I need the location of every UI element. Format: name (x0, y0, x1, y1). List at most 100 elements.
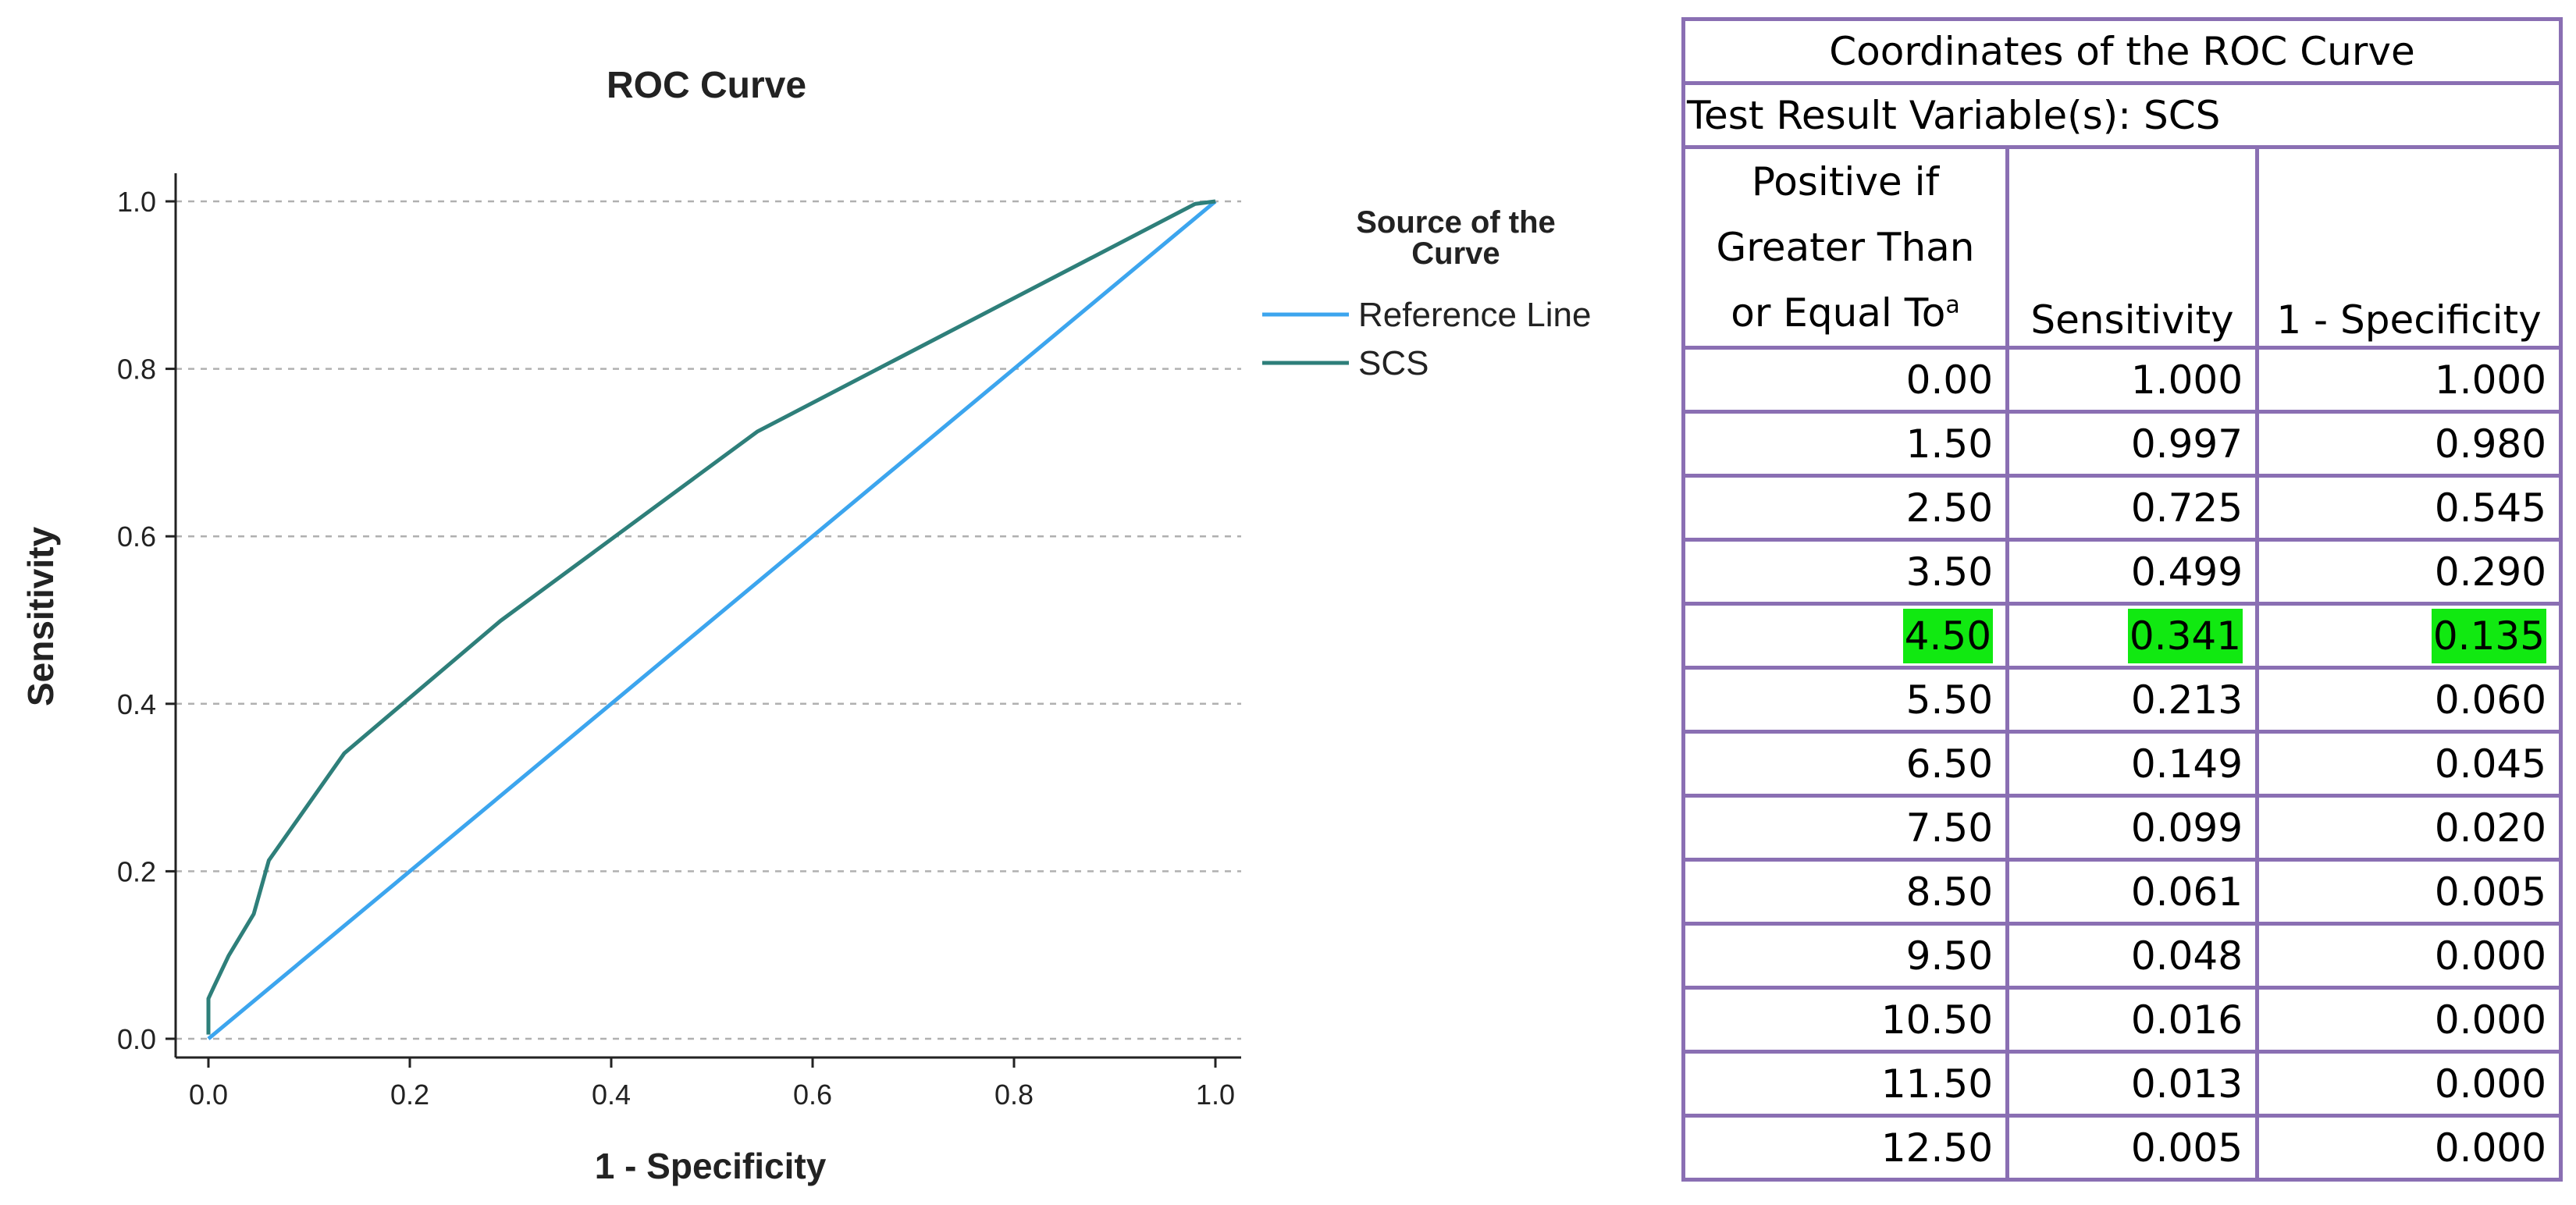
cell-one-minus-specificity: 0.060 (2255, 666, 2563, 734)
cell-sensitivity-value: 1.000 (2130, 357, 2243, 403)
table-row: 7.50 0.099 0.020 (1681, 794, 2563, 862)
cell-threshold: 1.50 (1681, 410, 2009, 478)
cell-threshold: 2.50 (1681, 474, 2009, 542)
cell-one-minus-specificity: 0.005 (2255, 858, 2563, 926)
cell-threshold-value: 0.00 (1905, 357, 1993, 403)
cell-sensitivity: 0.016 (2005, 986, 2259, 1054)
cell-sensitivity: 0.013 (2005, 1050, 2259, 1118)
cell-sensitivity: 0.005 (2005, 1114, 2259, 1182)
cell-sensitivity-value: 0.016 (2130, 997, 2243, 1043)
header-footnote-marker: a (1945, 291, 1960, 319)
cell-sensitivity: 1.000 (2005, 346, 2259, 414)
legend-label-scs: SCS (1358, 344, 1429, 382)
cell-threshold-value: 11.50 (1880, 1061, 1993, 1107)
cell-one-minus-specificity: 0.000 (2255, 1114, 2563, 1182)
y-tick-label-0: 0.0 (117, 1023, 156, 1055)
table-row: 0.00 1.000 1.000 (1681, 346, 2563, 414)
cell-one-minus-specificity-value: 0.000 (2434, 997, 2546, 1043)
cell-threshold-value: 3.50 (1905, 549, 1993, 595)
cell-threshold: 9.50 (1681, 922, 2009, 990)
cell-threshold: 3.50 (1681, 538, 2009, 606)
table-row: 1.50 0.997 0.980 (1681, 410, 2563, 478)
cell-one-minus-specificity: 1.000 (2255, 346, 2563, 414)
cell-one-minus-specificity: 0.290 (2255, 538, 2563, 606)
table-title: Coordinates of the ROC Curve (1681, 17, 2563, 85)
table-title-row: Coordinates of the ROC Curve (1681, 17, 2563, 85)
cell-one-minus-specificity: 0.000 (2255, 922, 2563, 990)
table-row: 4.50 0.341 0.135 (1681, 602, 2563, 670)
cell-sensitivity: 0.499 (2005, 538, 2259, 606)
roc-chart: ROC Curve 0.00.20.40.60.81.0 0.0 0.2 0.4 0.… (20, 65, 1591, 1186)
cell-sensitivity: 0.341 (2005, 602, 2259, 670)
cell-one-minus-specificity-value: 0.000 (2434, 933, 2546, 979)
cell-one-minus-specificity: 0.045 (2255, 730, 2563, 798)
y-tick-label-2: 0.4 (117, 688, 156, 720)
legend-label-reference-line: Reference Line (1358, 296, 1591, 334)
cell-sensitivity: 0.997 (2005, 410, 2259, 478)
cell-threshold-value: 10.50 (1880, 997, 1993, 1043)
legend-title-line-2: Curve (1411, 236, 1500, 271)
cell-one-minus-specificity-value: 0.060 (2434, 677, 2546, 723)
x-tick-label-0: 0.0 (189, 1079, 228, 1111)
cell-sensitivity: 0.061 (2005, 858, 2259, 926)
table-subtitle-row: Test Result Variable(s): SCS (1681, 81, 2563, 149)
header-sensitivity: Sensitivity (2005, 145, 2259, 350)
cell-sensitivity-value: 0.213 (2130, 677, 2243, 723)
cell-threshold-value: 6.50 (1905, 741, 1993, 787)
cell-threshold: 6.50 (1681, 730, 2009, 798)
x-ticks: 0.0 0.2 0.4 0.6 0.8 1.0 (189, 1057, 1235, 1111)
y-axis-title: Sensitivity (20, 527, 61, 707)
cell-one-minus-specificity: 0.000 (2255, 1050, 2563, 1118)
table-row: 5.50 0.213 0.060 (1681, 666, 2563, 734)
chart-title: ROC Curve (607, 65, 806, 106)
table-row: 10.50 0.016 0.000 (1681, 986, 2563, 1054)
cell-threshold: 12.50 (1681, 1114, 2009, 1182)
cell-threshold-value: 9.50 (1905, 933, 1993, 979)
cell-threshold: 8.50 (1681, 858, 2009, 926)
x-tick-label-1: 0.2 (390, 1079, 429, 1111)
cell-sensitivity-value: 0.997 (2130, 421, 2243, 467)
cell-sensitivity: 0.213 (2005, 666, 2259, 734)
header-one-minus-specificity: 1 - Specificity (2255, 145, 2563, 350)
table-row: 3.50 0.499 0.290 (1681, 538, 2563, 606)
cell-sensitivity-value: 0.013 (2130, 1061, 2243, 1107)
cell-one-minus-specificity: 0.020 (2255, 794, 2563, 862)
legend: Source of the Curve Reference Line SCS (1262, 205, 1591, 382)
cell-threshold: 5.50 (1681, 666, 2009, 734)
cell-one-minus-specificity-value: 0.020 (2434, 805, 2546, 851)
table-subtitle: Test Result Variable(s): SCS (1681, 81, 2563, 149)
cell-sensitivity-value: 0.725 (2130, 485, 2243, 531)
cell-threshold-value: 1.50 (1905, 421, 1993, 467)
table-row: 11.50 0.013 0.000 (1681, 1050, 2563, 1118)
cell-threshold-value: 12.50 (1880, 1125, 1993, 1171)
x-tick-label-3: 0.6 (793, 1079, 832, 1111)
cell-threshold: 0.00 (1681, 346, 2009, 414)
y-tick-label-1: 0.2 (117, 855, 156, 887)
legend-title-line-1: Source of the (1356, 205, 1556, 240)
table-row: 2.50 0.725 0.545 (1681, 474, 2563, 542)
cell-one-minus-specificity-value: 0.000 (2434, 1061, 2546, 1107)
cell-one-minus-specificity-value: 0.980 (2434, 421, 2546, 467)
x-axis-title: 1 - Specificity (595, 1146, 827, 1186)
cell-sensitivity: 0.149 (2005, 730, 2259, 798)
cell-one-minus-specificity: 0.980 (2255, 410, 2563, 478)
grid-lines (176, 200, 1241, 1040)
cell-one-minus-specificity-value: 0.545 (2434, 485, 2546, 531)
cell-threshold-value: 8.50 (1905, 869, 1993, 915)
x-tick-label-4: 0.8 (994, 1079, 1034, 1111)
header-threshold-line-2: Greater Than (1716, 225, 1975, 270)
cell-one-minus-specificity-value: 1.000 (2434, 357, 2546, 403)
table-row: 12.50 0.005 0.000 (1681, 1114, 2563, 1182)
y-tick-label-5: 1.0 (117, 186, 156, 218)
cell-one-minus-specificity: 0.545 (2255, 474, 2563, 542)
cell-threshold-value: 2.50 (1905, 485, 1993, 531)
cell-one-minus-specificity-value: 0.000 (2434, 1125, 2546, 1171)
cell-threshold: 7.50 (1681, 794, 2009, 862)
cell-sensitivity: 0.048 (2005, 922, 2259, 990)
cell-threshold: 4.50 (1681, 602, 2009, 670)
cell-threshold: 10.50 (1681, 986, 2009, 1054)
series-lines (206, 199, 1217, 1040)
header-threshold-line-1: Positive if (1751, 159, 1940, 204)
roc-coordinates-table: Coordinates of the ROC Curve Test Result… (1681, 17, 2563, 1182)
table-row: 6.50 0.149 0.045 (1681, 730, 2563, 798)
